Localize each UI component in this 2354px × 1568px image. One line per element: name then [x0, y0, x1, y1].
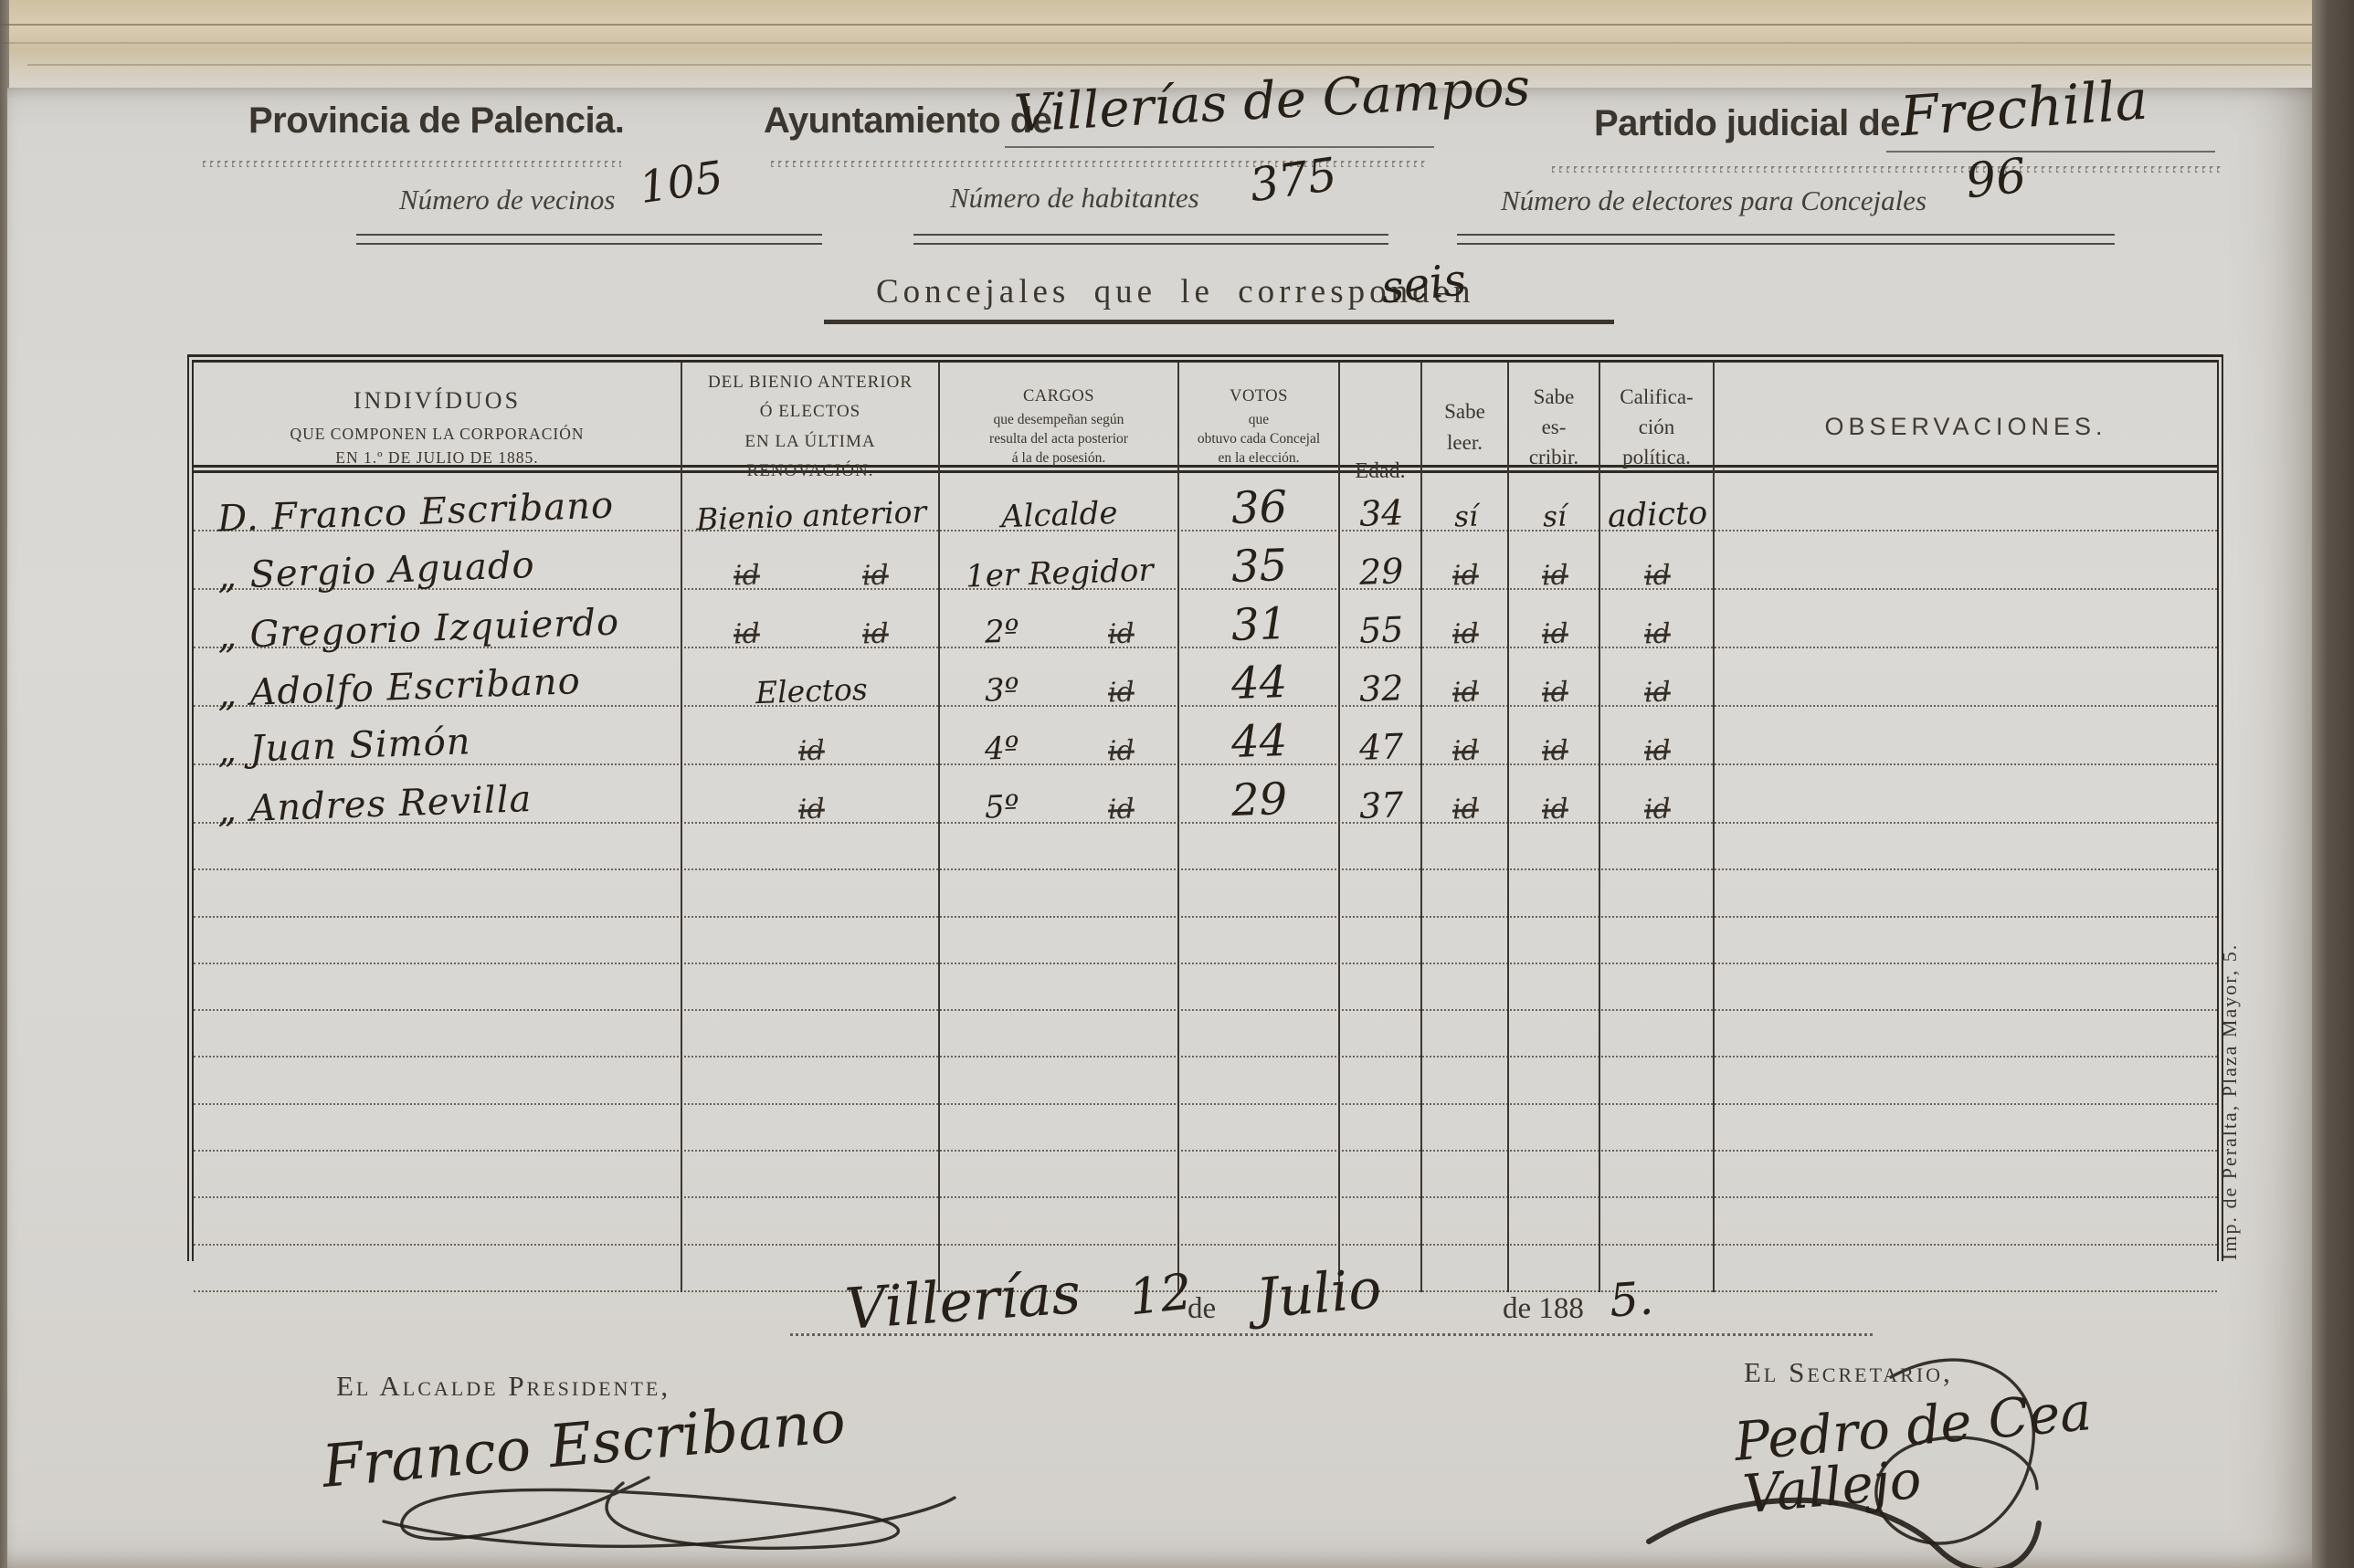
- habitantes-label: Número de habitantes: [950, 182, 1199, 214]
- column-rule: [1599, 473, 1600, 1292]
- table-row: „ Andres Revilla id 5º id 29 37 id id id: [194, 765, 2217, 831]
- date-year-digit-handwritten: 5.: [1608, 1271, 1655, 1328]
- col-header-bienio: DEL BIENIO ANTERIOR Ó ELECTOS EN LA ÚLTI…: [682, 363, 940, 492]
- page-edge-line: [0, 42, 2354, 44]
- empty-table-row: [194, 870, 2217, 918]
- table-row: „ Adolfo Escribano Electos 3º id 44 32 id…: [194, 648, 2217, 715]
- empty-table-row: [194, 1058, 2217, 1105]
- councillors-table: INDIVÍDUOS QUE COMPONEN LA CORPORACIÓN E…: [187, 354, 2223, 1292]
- table-row: „ Gregorio Izquierdo id id 2º id 31 55 id …: [194, 590, 2217, 658]
- column-rule: [1713, 473, 1715, 1292]
- councillor-name: „ Juan Simón: [216, 721, 472, 772]
- column-rule: [1507, 473, 1509, 1292]
- table-body: D. Franco Escribano Bienio anterior Alca…: [194, 473, 2217, 1292]
- table-row: „ Juan Simón id 4º id 44 47 id id id: [194, 707, 2217, 772]
- column-rule: [1420, 473, 1422, 1292]
- wavy-rule: [199, 161, 621, 167]
- empty-table-row: [194, 824, 2217, 871]
- empty-table-row: [194, 1198, 2217, 1246]
- empty-table-row: [194, 1246, 2217, 1292]
- page-edge-line: [27, 64, 2311, 66]
- col-header-sabe-escribir: Sabe es- cribir.: [1509, 363, 1600, 492]
- column-rule: [1177, 473, 1179, 1292]
- date-month-handwritten: Julio: [1253, 1257, 1384, 1331]
- wavy-rule: [1548, 166, 2224, 173]
- empty-table-row: [194, 1105, 2217, 1152]
- printer-imprint: Imp. de Peralta, Plaza Mayor, 5.: [2218, 942, 2241, 1260]
- date-fill-rule: [790, 1333, 1873, 1336]
- vecinos-label: Número de vecinos: [399, 184, 616, 216]
- alcalde-title-label: El Alcalde Presidente,: [336, 1370, 671, 1402]
- double-rule: [1457, 234, 2115, 245]
- document-page: [7, 88, 2317, 1568]
- book-page-edges-top: [0, 0, 2354, 89]
- empty-table-row: [194, 1152, 2217, 1199]
- empty-table-row: [194, 1011, 2217, 1058]
- double-rule: [913, 234, 1388, 245]
- table-row: D. Franco Escribano Bienio anterior Alca…: [194, 473, 2217, 541]
- col-header-cargos: CARGOS que desempeñan según resulta del …: [940, 363, 1179, 492]
- fill-in-rule: [1005, 146, 1434, 148]
- book-left-edge: [0, 0, 9, 1568]
- column-rule: [681, 473, 682, 1292]
- fill-in-rule: [1886, 151, 2215, 153]
- column-rule: [1338, 473, 1340, 1292]
- column-rule: [938, 473, 940, 1292]
- heavy-rule: [824, 320, 1614, 324]
- province-label: Provincia de Palencia.: [248, 100, 625, 141]
- empty-table-row: [194, 964, 2217, 1012]
- date-day-handwritten: 12: [1125, 1262, 1195, 1327]
- col-header-calificacion: Califica- ción política.: [1600, 363, 1715, 492]
- col-header-votos: VOTOS que obtuvo cada Concejal en la ele…: [1179, 363, 1340, 492]
- date-year-printed: de 188: [1503, 1292, 1584, 1325]
- col-header-edad: Edad.: [1340, 363, 1422, 492]
- electores-value-handwritten: 96: [1963, 148, 2030, 210]
- table-header-row: INDIVÍDUOS QUE COMPONEN LA CORPORACIÓN E…: [194, 363, 2217, 492]
- empty-table-row: [194, 918, 2217, 964]
- concejales-value-handwritten: seis: [1378, 254, 1469, 314]
- col-header-observaciones: OBSERVACIONES.: [1824, 413, 2107, 441]
- electores-label: Número de electores para Concejales: [1501, 184, 1927, 216]
- book-binding-right: [2312, 0, 2354, 1568]
- col-header-sabe-leer: Sabe leer.: [1422, 363, 1509, 492]
- page-edge-line: [0, 24, 2354, 26]
- date-de-printed: de: [1188, 1292, 1217, 1325]
- table-row: „ Sergio Aguado id id 1er Regidor 35 29 i…: [194, 531, 2217, 597]
- secretario-title-label: El Secretario,: [1744, 1356, 1953, 1388]
- wavy-rule: [767, 161, 1425, 167]
- double-rule: [356, 234, 822, 245]
- col-header-individuos: INDIVÍDUOS QUE COMPONEN LA CORPORACIÓN E…: [194, 363, 682, 492]
- secretario-signature-flourish: [1646, 1358, 2042, 1568]
- concejales-label: Concejales que le corresponden: [876, 273, 1475, 310]
- alcalde-signature-flourish: [382, 1476, 956, 1550]
- municipality-label: Ayuntamiento de: [764, 100, 1052, 141]
- judicial-district-label: Partido judicial de: [1594, 103, 1901, 143]
